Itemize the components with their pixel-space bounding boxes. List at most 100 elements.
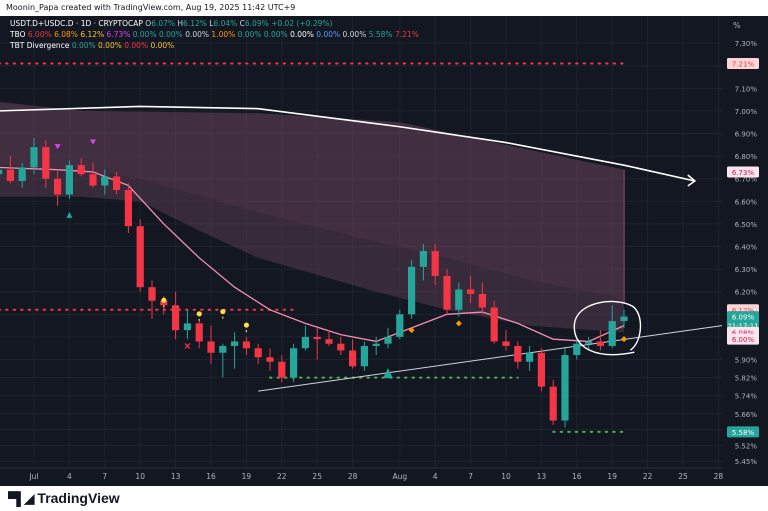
price-axis-label: 6.40% bbox=[735, 244, 758, 252]
candle-body[interactable] bbox=[431, 251, 439, 276]
candle-body[interactable] bbox=[313, 336, 321, 340]
candle-body[interactable] bbox=[467, 289, 475, 294]
legend-symbol[interactable]: USDT.D+USDC.D · 1D · CRYPTOCAP bbox=[10, 19, 143, 28]
legend-tbo-value: 0.00% bbox=[235, 30, 262, 39]
legend-ohlc-key: C bbox=[237, 19, 245, 28]
candle-body[interactable] bbox=[207, 341, 215, 353]
diamond-icon bbox=[621, 336, 627, 343]
legend-tbo-values: 6.00% 6.08% 6.12% 6.73% 0.00% 0.00% 0.00… bbox=[28, 30, 419, 39]
candle-body[interactable] bbox=[266, 357, 274, 362]
candle-body[interactable] bbox=[585, 341, 593, 344]
legend-tbo-value: 0.00% bbox=[340, 30, 367, 39]
price-axis-label: 6.20% bbox=[735, 289, 758, 297]
candle-body[interactable] bbox=[231, 341, 239, 346]
legend-tbt-value: 0.00% bbox=[71, 41, 96, 50]
candle-body[interactable] bbox=[325, 339, 333, 344]
candle-body[interactable] bbox=[172, 305, 180, 331]
candle-body[interactable] bbox=[124, 190, 132, 227]
price-axis-label: 7.10% bbox=[735, 85, 758, 93]
price-axis-label: 5.82% bbox=[735, 375, 758, 383]
legend-tbt-label[interactable]: TBT Divergence bbox=[10, 41, 70, 50]
candle-body[interactable] bbox=[89, 174, 97, 186]
time-axis-label: Jul bbox=[28, 472, 38, 481]
candle-body[interactable] bbox=[502, 341, 510, 346]
price-tag-label: 6.08% bbox=[732, 329, 755, 337]
candle-body[interactable] bbox=[0, 169, 3, 175]
price-tag-label: 6.12% bbox=[732, 307, 755, 315]
candle-body[interactable] bbox=[113, 176, 121, 191]
candle-body[interactable] bbox=[573, 343, 581, 355]
price-axis-unit: % bbox=[733, 21, 741, 30]
candle-body[interactable] bbox=[384, 336, 392, 344]
candle-body[interactable] bbox=[18, 167, 26, 181]
candle-body[interactable] bbox=[77, 165, 85, 175]
candle-body[interactable] bbox=[101, 176, 109, 186]
price-tag-label: 21:17:11 bbox=[727, 323, 758, 331]
candle-body[interactable] bbox=[160, 300, 168, 306]
tradingview-brand[interactable]: ▀▌◢ TradingView bbox=[8, 490, 120, 507]
price-tag-label: 6.73% bbox=[732, 169, 755, 177]
candle-body[interactable] bbox=[136, 226, 144, 288]
candle-body[interactable] bbox=[195, 323, 203, 342]
price-tag-label: 7.21% bbox=[732, 60, 755, 68]
candle-body[interactable] bbox=[65, 165, 73, 195]
candle-body[interactable] bbox=[561, 355, 569, 421]
chart-frame[interactable]: 7.30%7.20%7.10%7.00%6.90%6.80%6.70%6.60%… bbox=[0, 16, 768, 486]
signal-dot-icon bbox=[161, 297, 167, 308]
candle-body[interactable] bbox=[254, 348, 262, 358]
time-axis-label: 22 bbox=[643, 472, 653, 481]
candle-body[interactable] bbox=[290, 348, 298, 378]
signal-dot-icon bbox=[196, 311, 202, 321]
candle-body[interactable] bbox=[349, 350, 357, 367]
time-axis-label: 4 bbox=[433, 472, 438, 481]
price-axis-label: 7.00% bbox=[735, 108, 758, 116]
candle-body[interactable] bbox=[549, 386, 557, 421]
candle-body[interactable] bbox=[396, 314, 404, 337]
triangle-up-icon bbox=[383, 368, 393, 379]
candle-body[interactable] bbox=[526, 352, 534, 362]
candle-body[interactable] bbox=[30, 147, 38, 168]
candle-body[interactable] bbox=[301, 336, 309, 349]
candle-body[interactable] bbox=[278, 361, 286, 378]
time-axis-label: 25 bbox=[678, 472, 688, 481]
time-axis-label: 7 bbox=[102, 472, 107, 481]
candle-body[interactable] bbox=[219, 345, 227, 353]
candle-body[interactable] bbox=[620, 316, 628, 322]
price-chart[interactable]: 7.30%7.20%7.10%7.00%6.90%6.80%6.70%6.60%… bbox=[0, 16, 768, 486]
trend-arrow-line bbox=[0, 105, 695, 182]
price-tag bbox=[727, 166, 759, 178]
diamond-icon bbox=[408, 327, 415, 334]
candle-body[interactable] bbox=[360, 345, 368, 367]
candle-body[interactable] bbox=[54, 178, 62, 195]
legend-ohlc-key: L bbox=[206, 19, 214, 28]
legend-tbt-value: 0.00% bbox=[95, 41, 122, 50]
candle-body[interactable] bbox=[419, 251, 427, 267]
time-axis-label: 28 bbox=[714, 472, 724, 481]
candle-body[interactable] bbox=[148, 287, 156, 301]
candle-body[interactable] bbox=[443, 275, 451, 310]
candle-body[interactable] bbox=[408, 266, 416, 315]
candle-body[interactable] bbox=[242, 341, 250, 349]
legend-tbo-label[interactable]: TBO bbox=[10, 30, 26, 39]
candle-body[interactable] bbox=[537, 352, 545, 387]
candle-body[interactable] bbox=[514, 345, 522, 362]
cross-icon bbox=[184, 343, 191, 349]
candle-body[interactable] bbox=[372, 343, 380, 346]
time-axis-label: 19 bbox=[607, 472, 617, 481]
candle-body[interactable] bbox=[478, 293, 486, 308]
candle-body[interactable] bbox=[455, 289, 463, 310]
candle-body[interactable] bbox=[42, 147, 50, 179]
legend-ohlc: O6.07% H6.12% L6.04% C6.09% bbox=[145, 19, 271, 28]
price-tag bbox=[727, 426, 759, 438]
candle-body[interactable] bbox=[608, 321, 616, 346]
upper-band-area bbox=[0, 102, 624, 304]
candle-body[interactable] bbox=[490, 307, 498, 342]
candle-body[interactable] bbox=[337, 343, 345, 351]
candle-body[interactable] bbox=[596, 341, 604, 346]
price-axis-label: 5.74% bbox=[735, 393, 758, 401]
candle-body[interactable] bbox=[183, 323, 191, 331]
time-axis-label: 4 bbox=[67, 472, 72, 481]
legend-tbo-value: 0.00% bbox=[156, 30, 183, 39]
candle-body[interactable] bbox=[6, 169, 14, 181]
legend-tbo-value: 6.12% bbox=[77, 30, 105, 39]
